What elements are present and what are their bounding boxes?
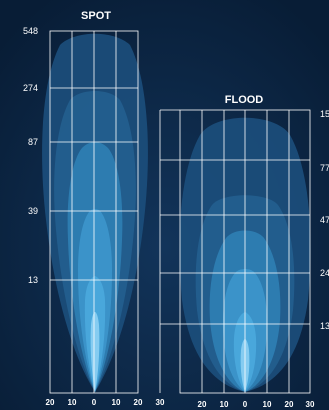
- spot-x-label-10-right: 10: [112, 398, 121, 407]
- spot-beam-core: [90, 312, 100, 392]
- spot-x-label-20-left: 20: [46, 398, 55, 407]
- flood-y-label-47: 47: [320, 215, 329, 225]
- flood-y-label-15: 15: [320, 109, 329, 119]
- spot-y-label-274: 274: [23, 83, 38, 93]
- spot-y-label-39: 39: [28, 206, 38, 216]
- spot-title: SPOT: [81, 10, 111, 22]
- flood-y-axis: 15 77 47 24 13: [320, 109, 329, 331]
- flood-x-label-20-left: 20: [198, 400, 207, 409]
- spot-chart: SPOT 548 274 87 39 13: [23, 10, 148, 407]
- spot-y-label-548: 548: [23, 26, 38, 36]
- flood-x-label-10-left: 10: [220, 400, 229, 409]
- spot-x-axis: 20 10 0 10 20: [46, 398, 143, 407]
- spot-x-label-20-right: 20: [134, 398, 143, 407]
- flood-x-label-10-right: 10: [263, 400, 272, 409]
- flood-x-label-30-right: 30: [306, 400, 315, 409]
- spot-y-axis: 548 274 87 39 13: [23, 26, 38, 285]
- flood-x-label-20-right: 20: [285, 400, 294, 409]
- spot-x-label-0: 0: [92, 398, 97, 407]
- flood-grid: [159, 109, 311, 394]
- flood-title: FLOOD: [225, 94, 264, 106]
- spot-beam: [42, 33, 148, 392]
- flood-x-label-0: 0: [243, 400, 248, 409]
- spot-y-label-87: 87: [28, 137, 38, 147]
- flood-x-label-30-left: 30: [156, 398, 165, 407]
- flood-y-label-77: 77: [320, 163, 329, 173]
- flood-y-label-24: 24: [320, 268, 329, 278]
- spot-y-label-13: 13: [28, 275, 38, 285]
- spot-grid: [49, 30, 139, 394]
- spot-x-label-10-left: 10: [68, 398, 77, 407]
- flood-x-axis: 30 20 10 0 10 20 30: [156, 398, 315, 409]
- flood-y-label-13: 13: [320, 321, 329, 331]
- flood-chart: FLOOD: [156, 94, 329, 409]
